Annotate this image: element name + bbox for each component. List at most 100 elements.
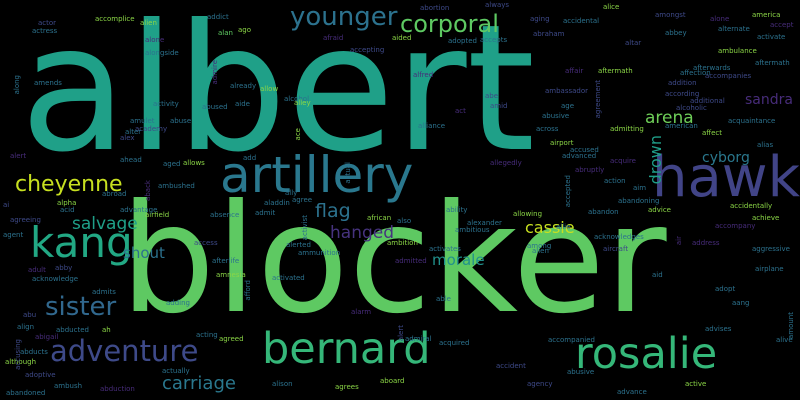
cloud-word: abandoned: [6, 389, 46, 397]
cloud-word: air: [675, 236, 683, 246]
cloud-word: alcoholic: [676, 104, 707, 112]
cloud-word: allie: [556, 223, 571, 231]
cloud-word: actor: [38, 19, 57, 27]
cloud-word: align: [17, 323, 35, 331]
cloud-word: ahead: [120, 156, 142, 164]
cloud-word: ago: [238, 26, 252, 34]
cloud-word: able: [436, 295, 451, 303]
cloud-word: salvage: [72, 214, 138, 234]
cloud-word: actually: [162, 367, 190, 375]
cloud-word: aided: [392, 34, 412, 42]
cloud-word: affection: [680, 69, 711, 77]
cloud-word: also: [397, 217, 412, 225]
cloud-word: activates: [429, 245, 461, 253]
cloud-word: alias: [757, 141, 774, 149]
cloud-word: kang: [30, 218, 133, 267]
cloud-word: amends: [34, 79, 62, 87]
cloud-word: aircraft: [603, 245, 629, 253]
cloud-word: hawk: [651, 145, 800, 210]
cloud-word: cyborg: [702, 150, 750, 166]
cloud-word: sandra: [745, 92, 793, 108]
cloud-word: afterlife: [212, 257, 240, 265]
cloud-word: alongside: [145, 49, 179, 57]
cloud-word: allegedly: [490, 159, 522, 167]
cloud-word: acting: [196, 331, 218, 339]
cloud-word: alert: [397, 325, 405, 342]
cloud-word: active: [685, 380, 707, 388]
cloud-word: alex: [120, 134, 135, 142]
cloud-word: abu: [23, 311, 37, 319]
cloud-word: agreeing: [10, 216, 41, 224]
cloud-word: accusing: [14, 339, 22, 370]
cloud-word: actual: [344, 162, 352, 184]
cloud-word: younger: [290, 2, 398, 32]
cloud-word: shout: [123, 244, 165, 262]
cloud-word: admit: [255, 209, 276, 217]
cloud-word: acknowledges: [594, 233, 644, 241]
cloud-word: amnesia: [216, 271, 246, 279]
cloud-word: agrees: [335, 383, 359, 391]
cloud-word: aide: [235, 100, 250, 108]
cloud-word: bernard: [262, 324, 431, 374]
cloud-word: ambitious: [455, 226, 490, 234]
cloud-word: achieve: [752, 214, 780, 222]
cloud-word: ai: [3, 201, 10, 209]
cloud-word: abducts: [20, 348, 48, 356]
cloud-word: afford: [244, 280, 252, 301]
cloud-word: accomplice: [95, 15, 135, 23]
cloud-word: acquired: [439, 339, 470, 347]
cloud-word: ah: [102, 326, 111, 334]
cloud-word: accepting: [350, 46, 385, 54]
cloud-word: abigail: [35, 333, 59, 341]
cloud-word: accused: [570, 146, 599, 154]
cloud-word: alcohol: [284, 95, 310, 103]
cloud-word: accidental: [563, 17, 600, 25]
cloud-word: airplane: [755, 265, 784, 273]
cloud-word: abortion: [420, 4, 450, 12]
cloud-word: ammunition: [298, 249, 341, 257]
cloud-word: artillery: [220, 146, 414, 204]
cloud-word: ability: [446, 206, 468, 214]
cloud-word: aftermath: [598, 67, 633, 75]
cloud-word: alone: [145, 36, 165, 44]
cloud-word: alliance: [418, 122, 446, 130]
cloud-word: altar: [625, 39, 642, 47]
cloud-word: abandoning: [618, 197, 660, 205]
cloud-word: agent: [3, 231, 24, 239]
cloud-word: affair: [565, 67, 584, 75]
cloud-word: alison: [272, 380, 293, 388]
cloud-word: activity: [153, 100, 179, 108]
cloud-word: admitting: [610, 125, 644, 133]
cloud-word: ambush: [54, 382, 83, 390]
cloud-word: adopt: [715, 285, 736, 293]
cloud-word: ace: [294, 128, 302, 141]
cloud-word: adding: [166, 299, 191, 307]
cloud-word: accompany: [715, 222, 756, 230]
cloud-word: aladdin: [264, 199, 290, 207]
cloud-word: cheyenne: [15, 172, 123, 197]
cloud-word: allowing: [513, 210, 543, 218]
cloud-word: agency: [527, 380, 553, 388]
cloud-word: airport: [550, 139, 574, 147]
cloud-word: abroad: [102, 190, 127, 198]
cloud-word: always: [485, 1, 510, 9]
cloud-word: according: [665, 90, 700, 98]
cloud-word: adventure: [50, 334, 199, 368]
cloud-word: flag: [315, 200, 351, 222]
cloud-word: alexander: [467, 219, 502, 227]
cloud-word: abruptly: [575, 166, 605, 174]
cloud-word: african: [367, 214, 392, 222]
cloud-word: aging: [530, 15, 550, 23]
cloud-word: advises: [705, 325, 732, 333]
cloud-word: admire: [211, 60, 219, 85]
cloud-word: although: [5, 358, 37, 366]
cloud-word: america: [752, 11, 781, 19]
cloud-word: alice: [603, 3, 620, 11]
cloud-word: alarm: [351, 308, 372, 316]
cloud-word: abraham: [533, 30, 565, 38]
cloud-word: aang: [732, 299, 750, 307]
cloud-word: absence: [210, 211, 240, 219]
cloud-word: accept: [770, 21, 794, 29]
cloud-word: arena: [645, 108, 694, 128]
